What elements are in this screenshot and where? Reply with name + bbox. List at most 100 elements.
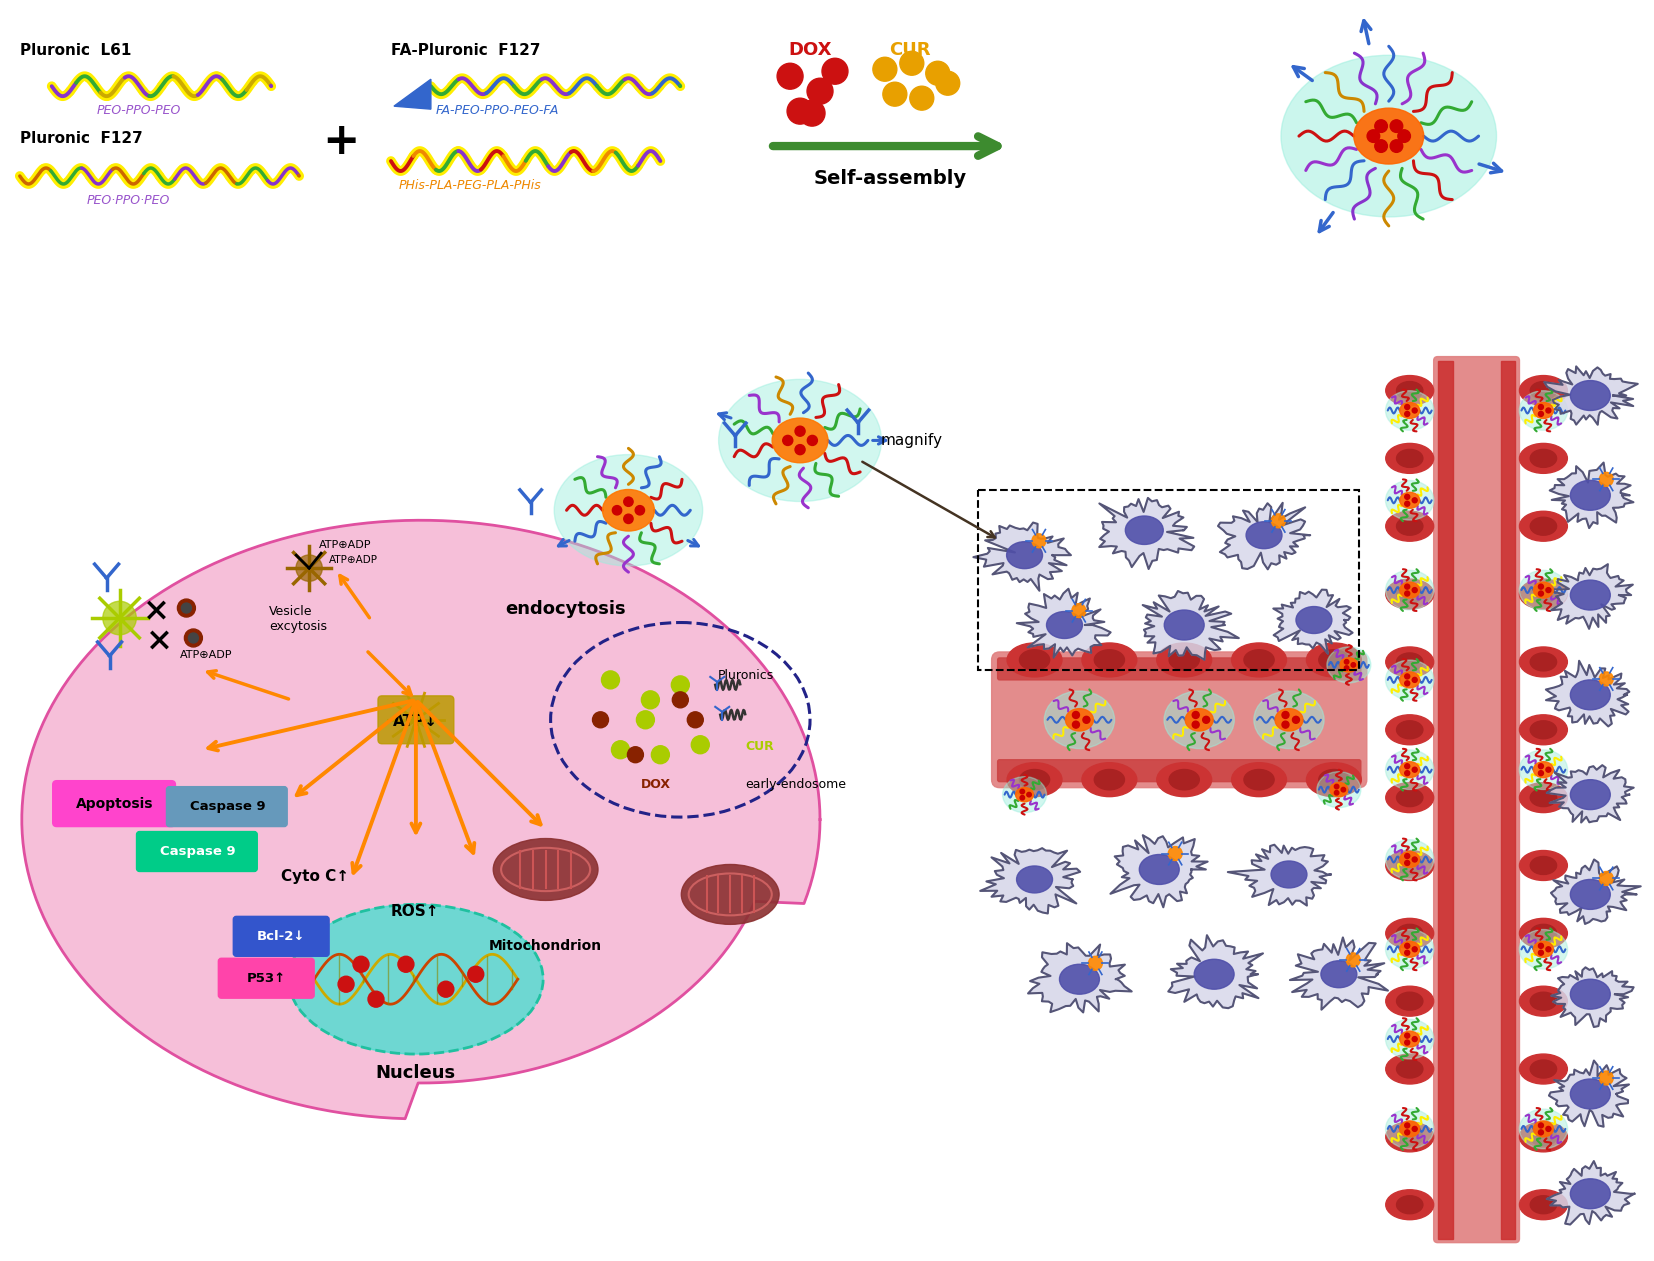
Circle shape — [1404, 1124, 1409, 1127]
Circle shape — [1404, 1033, 1409, 1038]
Circle shape — [612, 740, 630, 759]
Circle shape — [1202, 716, 1209, 724]
Text: Vesicle
excytosis: Vesicle excytosis — [270, 605, 327, 633]
Ellipse shape — [1530, 1195, 1556, 1213]
Circle shape — [1538, 770, 1543, 776]
Polygon shape — [1017, 589, 1110, 658]
Polygon shape — [1029, 943, 1131, 1013]
Circle shape — [637, 711, 655, 729]
FancyBboxPatch shape — [379, 696, 453, 744]
Text: Pluronics: Pluronics — [718, 668, 774, 682]
Circle shape — [1345, 666, 1350, 671]
Text: CUR: CUR — [890, 42, 931, 59]
Ellipse shape — [1396, 1195, 1422, 1213]
Ellipse shape — [1399, 1121, 1419, 1137]
Ellipse shape — [1396, 585, 1422, 603]
Circle shape — [1404, 673, 1409, 678]
Polygon shape — [1548, 1061, 1629, 1126]
Ellipse shape — [1530, 992, 1556, 1010]
Ellipse shape — [1318, 769, 1350, 789]
Circle shape — [1538, 1130, 1543, 1135]
Circle shape — [822, 58, 849, 84]
Polygon shape — [1550, 463, 1634, 528]
Text: +: + — [323, 120, 361, 163]
Ellipse shape — [1297, 607, 1331, 633]
Circle shape — [652, 745, 670, 764]
Ellipse shape — [1399, 402, 1419, 419]
Circle shape — [1413, 857, 1417, 863]
Circle shape — [1389, 140, 1403, 153]
Ellipse shape — [1340, 658, 1358, 672]
Circle shape — [1404, 860, 1409, 865]
Polygon shape — [1545, 367, 1637, 425]
Circle shape — [883, 82, 906, 106]
Ellipse shape — [1156, 763, 1212, 797]
Ellipse shape — [1396, 517, 1422, 535]
Circle shape — [468, 966, 483, 982]
Circle shape — [1404, 854, 1409, 859]
Ellipse shape — [1520, 850, 1568, 880]
Circle shape — [1335, 784, 1338, 789]
Circle shape — [672, 676, 690, 694]
Ellipse shape — [1520, 391, 1568, 430]
Circle shape — [1404, 584, 1409, 589]
Ellipse shape — [718, 380, 882, 502]
FancyBboxPatch shape — [992, 652, 1366, 788]
Ellipse shape — [1386, 986, 1434, 1016]
Ellipse shape — [1396, 449, 1422, 468]
Ellipse shape — [289, 904, 543, 1054]
Ellipse shape — [1399, 851, 1419, 868]
Ellipse shape — [1520, 647, 1568, 677]
Ellipse shape — [772, 419, 829, 463]
Ellipse shape — [493, 839, 599, 900]
Polygon shape — [1551, 967, 1634, 1026]
Ellipse shape — [1520, 750, 1568, 789]
Ellipse shape — [1232, 643, 1287, 677]
Text: Nucleus: Nucleus — [375, 1064, 457, 1082]
Ellipse shape — [1520, 783, 1568, 812]
Text: magnify: magnify — [882, 434, 943, 449]
Text: ATP⊕ADP: ATP⊕ADP — [319, 540, 372, 550]
Ellipse shape — [1533, 583, 1553, 598]
Circle shape — [1413, 947, 1417, 952]
Ellipse shape — [1386, 376, 1434, 406]
Circle shape — [1404, 943, 1409, 948]
Text: FA-Pluronic  F127: FA-Pluronic F127 — [390, 43, 541, 58]
Circle shape — [1272, 514, 1285, 528]
Ellipse shape — [1386, 647, 1434, 677]
Ellipse shape — [1245, 522, 1282, 549]
Circle shape — [787, 98, 814, 124]
Circle shape — [1538, 584, 1543, 589]
Circle shape — [1346, 953, 1360, 967]
Circle shape — [1599, 672, 1613, 686]
Ellipse shape — [1194, 960, 1234, 989]
Circle shape — [1374, 140, 1388, 153]
Circle shape — [1538, 1124, 1543, 1127]
Ellipse shape — [1007, 763, 1062, 797]
Circle shape — [1404, 494, 1409, 499]
Circle shape — [1404, 411, 1409, 416]
Ellipse shape — [1386, 1054, 1434, 1084]
Circle shape — [691, 735, 710, 754]
Ellipse shape — [1386, 444, 1434, 473]
Circle shape — [1538, 951, 1543, 956]
Text: Cyto C↑: Cyto C↑ — [281, 870, 349, 884]
Ellipse shape — [1386, 391, 1434, 430]
Ellipse shape — [1530, 721, 1556, 739]
Ellipse shape — [1530, 517, 1556, 535]
FancyBboxPatch shape — [167, 787, 288, 826]
Circle shape — [1538, 591, 1543, 596]
Ellipse shape — [1520, 1110, 1568, 1149]
Polygon shape — [22, 521, 820, 1119]
Text: Apoptosis: Apoptosis — [76, 797, 154, 811]
Ellipse shape — [1570, 381, 1611, 411]
Ellipse shape — [1520, 1190, 1568, 1219]
Ellipse shape — [1254, 691, 1325, 749]
Circle shape — [627, 747, 643, 763]
Ellipse shape — [1570, 779, 1611, 810]
Circle shape — [1404, 1130, 1409, 1135]
Circle shape — [182, 603, 192, 613]
Ellipse shape — [1318, 649, 1350, 670]
Circle shape — [103, 601, 136, 634]
Ellipse shape — [1019, 769, 1050, 789]
